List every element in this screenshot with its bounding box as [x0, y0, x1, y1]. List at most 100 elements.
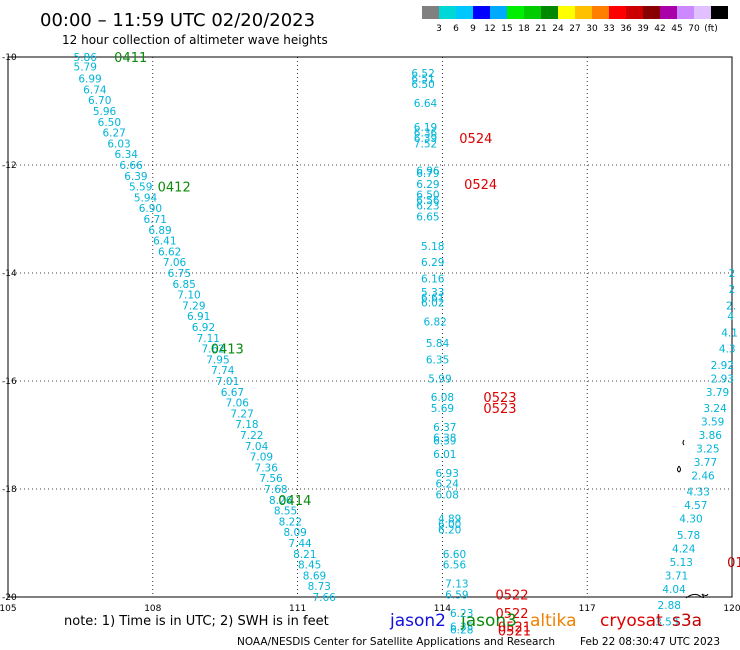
wave-height-value: 6.36 — [414, 128, 438, 140]
wave-height-value: 7.68 — [264, 484, 287, 496]
satellite-legend-altika: altika — [530, 611, 577, 631]
time-label: 0522 — [495, 607, 528, 622]
wave-height-value: 7.27 — [230, 408, 253, 420]
wave-height-value: 6.16 — [421, 273, 445, 285]
wave-height-value: 6.03 — [107, 138, 130, 150]
x-tick-label: 114 — [434, 604, 451, 614]
color-swatch — [541, 6, 558, 19]
wave-height-value: 6.50 — [411, 79, 434, 91]
color-swatch — [524, 6, 541, 19]
x-tick-labels: 105 108 111 114 117 120 — [0, 604, 740, 614]
wave-height-value: 3.53 — [655, 616, 678, 628]
color-scale-legend: 3 6 9 12 15 18 21 24 27 30 33 36 39 42 45 70 (ft) — [422, 6, 728, 34]
wave-height-value: 4.57 — [684, 500, 707, 512]
credit-left: NOAA/NESDIS Center for Satellite Applica… — [237, 636, 555, 648]
wave-height-value: 6.60 — [443, 549, 466, 561]
wave-height-value: 3.25 — [696, 444, 719, 456]
wave-height-value: 6.71 — [144, 214, 167, 226]
wave-height-value: 8.21 — [293, 549, 316, 561]
x-tick-label: 108 — [144, 604, 161, 614]
wave-height-value: 6.08 — [436, 489, 459, 501]
time-label: 0413 — [211, 343, 244, 358]
wave-height-value: 4.1 — [721, 327, 738, 339]
wave-height-value: 6.82 — [423, 317, 446, 329]
wave-height-value: 2.93 — [711, 373, 734, 385]
color-swatch — [507, 6, 524, 19]
wave-height-value: 6.52 — [411, 68, 434, 80]
wave-height-value: 6.08 — [431, 392, 454, 404]
wave-height-value: 4.89 — [438, 514, 461, 526]
data-points: 5.865.796.996.746.705.966.506.276.036.34… — [74, 52, 738, 636]
wave-height-value: 4.3 — [719, 344, 736, 356]
wave-height-value: 6.34 — [115, 149, 139, 161]
wave-height-value: 7.62 — [201, 344, 224, 356]
wave-height-value: 5.94 — [134, 192, 158, 204]
wave-height-value: 7.10 — [177, 290, 200, 302]
wave-height-value: 3.79 — [706, 387, 729, 399]
wave-height-value: 7.95 — [206, 354, 229, 366]
y-tick-label: -14 — [2, 269, 17, 279]
y-tick-label: -16 — [2, 377, 17, 387]
color-scale-label: 27 — [569, 24, 580, 34]
wave-height-value: 5.78 — [677, 530, 700, 542]
wave-height-value: 8.26 — [269, 495, 293, 507]
wave-height-value: 6.35 — [426, 354, 449, 366]
color-scale-label: 70 — [688, 24, 700, 34]
wave-height-value: 8.45 — [298, 560, 321, 572]
wave-height-value: 7.18 — [235, 419, 258, 431]
color-swatch — [473, 6, 490, 19]
wave-height-value: 7.11 — [197, 333, 220, 345]
wave-height-value: 7.44 — [288, 538, 312, 550]
wave-height-value: 4 — [727, 311, 734, 323]
plot-border — [7, 56, 733, 598]
time-label: 0523 — [483, 391, 516, 406]
wave-height-value: 6.93 — [436, 468, 459, 480]
wave-height-value: 2 — [729, 284, 736, 296]
wave-height-value: 6.39 — [124, 171, 147, 183]
wave-height-value: 6.56 — [443, 560, 467, 572]
color-scale-label: 12 — [484, 24, 495, 34]
wave-height-value: 6.75 — [168, 268, 191, 280]
wave-height-value: 6.02 — [421, 298, 444, 310]
wave-height-value: 2.46 — [691, 471, 715, 483]
color-swatch — [609, 6, 626, 19]
wave-height-value: 5.18 — [421, 241, 444, 253]
time-label: 0522 — [495, 588, 528, 603]
wave-height-value: 6.29 — [416, 179, 439, 191]
grid-lines — [8, 57, 732, 597]
color-scale-label: 42 — [654, 24, 665, 34]
wave-height-value: 7.36 — [255, 462, 279, 474]
time-label: 0524 — [464, 178, 497, 193]
color-swatch — [643, 6, 660, 19]
color-scale-label: 9 — [470, 24, 476, 34]
wave-height-value: 6.74 — [83, 84, 107, 96]
y-tick-label: -10 — [2, 53, 17, 63]
wave-height-value: 2.92 — [711, 360, 734, 372]
wave-height-value: 6.39 — [414, 133, 437, 145]
satellite-legend-s3a: s3a — [672, 611, 702, 631]
coastline-icon — [685, 593, 709, 599]
wave-height-value: 7.52 — [414, 138, 437, 150]
color-scale-label: 6 — [453, 24, 459, 34]
wave-height-value: 7.74 — [211, 365, 235, 377]
color-scale-label: 15 — [501, 24, 512, 34]
wave-height-value: 6.20 — [438, 525, 461, 537]
time-label: 0524 — [459, 132, 492, 147]
wave-height-value: 6.96 — [416, 165, 440, 177]
color-swatch — [711, 6, 728, 19]
color-swatch — [439, 6, 456, 19]
wave-height-value: 6.24 — [436, 479, 460, 491]
color-scale-label: 21 — [535, 24, 546, 34]
wave-height-value: 3.59 — [701, 417, 724, 429]
color-swatch — [660, 6, 677, 19]
wave-height-value: 6.50 — [98, 117, 121, 129]
wave-height-value: 2 — [729, 268, 736, 280]
wave-height-value: 3.24 — [703, 403, 727, 415]
wave-height-value: 6.23 — [416, 201, 439, 213]
color-scale-label: 18 — [518, 24, 530, 34]
wave-height-value: 6.66 — [119, 160, 143, 172]
color-scale-label: 3 — [436, 24, 442, 34]
wave-height-value: 6.61 — [421, 292, 444, 304]
wave-height-value: 6.01 — [433, 449, 456, 461]
